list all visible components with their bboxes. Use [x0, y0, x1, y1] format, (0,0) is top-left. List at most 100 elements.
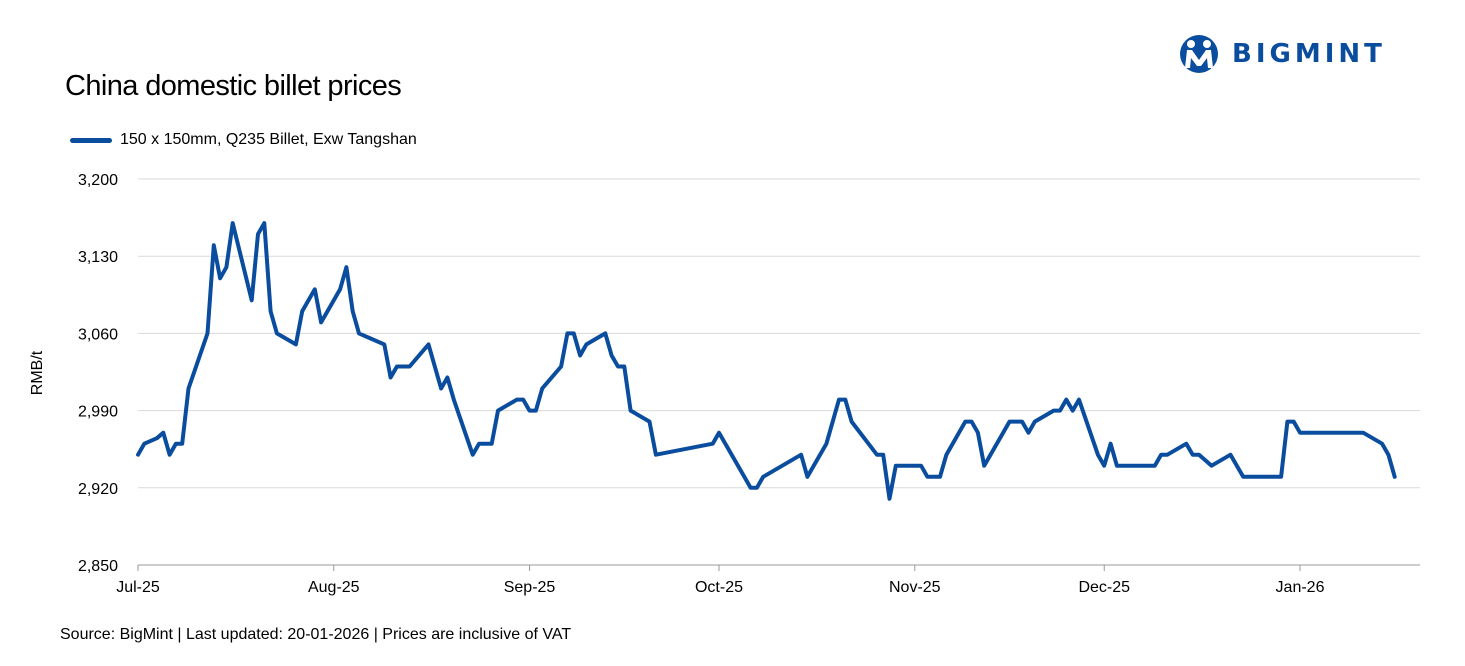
data-point: [175, 443, 177, 445]
data-point: [143, 443, 145, 445]
legend-label: 150 x 150mm, Q235 Billet, Exw Tangshan: [120, 131, 417, 148]
data-point: [750, 487, 752, 489]
data-point: [383, 343, 385, 345]
data-point: [270, 310, 272, 312]
legend-swatch: [70, 137, 112, 143]
data-point: [453, 399, 455, 401]
data-point: [573, 332, 575, 334]
data-point: [535, 410, 537, 412]
data-point: [169, 454, 171, 456]
y-tick-label: 3,060: [78, 326, 118, 343]
data-point: [649, 421, 650, 423]
data-point: [1242, 476, 1244, 478]
data-point: [712, 443, 714, 445]
data-point: [301, 310, 303, 312]
data-point: [1387, 454, 1389, 456]
data-point: [718, 432, 720, 434]
data-point: [630, 410, 632, 412]
data-point: [320, 321, 322, 323]
data-point: [516, 399, 518, 401]
bigmint-logo-icon: [1180, 35, 1218, 73]
data-point: [1394, 476, 1396, 478]
data-point: [1381, 443, 1383, 445]
data-point: [1362, 432, 1364, 434]
data-point: [762, 476, 764, 478]
data-point: [971, 421, 973, 423]
data-point: [838, 399, 840, 401]
data-point: [333, 299, 335, 301]
x-tick-label: Jul-25: [116, 579, 160, 596]
x-axis-ticks: Jul-25 Aug-25 Sep-25 Oct-25 Nov-25 Dec-25 Jan-…: [116, 565, 1325, 596]
data-point: [1021, 421, 1023, 423]
data-point: [541, 388, 543, 389]
data-point: [585, 343, 587, 345]
data-point: [232, 222, 234, 224]
data-point: [390, 377, 392, 378]
data-point: [1097, 454, 1099, 456]
data-point: [213, 244, 215, 246]
data-point: [655, 454, 657, 456]
data-point: [611, 355, 613, 356]
data-point: [945, 454, 947, 456]
data-point: [188, 388, 189, 389]
data-point: [926, 476, 928, 478]
data-point: [207, 332, 208, 334]
data-point: [983, 465, 985, 467]
data-point: [579, 355, 581, 356]
y-tick-label: 2,990: [78, 404, 118, 421]
y-tick-label: 3,130: [78, 249, 118, 266]
data-point: [225, 266, 227, 268]
data-point: [1230, 454, 1231, 456]
data-point: [895, 465, 897, 467]
series-group: [136, 221, 1397, 501]
data-point: [825, 443, 827, 445]
data-point: [623, 366, 625, 367]
data-point: [1078, 399, 1080, 401]
data-point: [604, 332, 606, 334]
x-tick-label: Dec-25: [1078, 579, 1130, 596]
data-point: [358, 332, 360, 334]
series-line-billet-price: [136, 221, 1397, 501]
data-point: [219, 277, 221, 279]
x-tick-label: Sep-25: [504, 579, 556, 596]
data-point: [529, 410, 530, 412]
x-tick-label: Oct-25: [695, 579, 743, 596]
data-point: [939, 476, 941, 478]
data-point: [1299, 432, 1301, 434]
data-point: [737, 465, 739, 467]
data-point: [882, 454, 884, 456]
data-point: [920, 465, 922, 467]
chart-title: China domestic billet prices: [65, 70, 402, 102]
y-axis-label: RMB/t: [29, 350, 46, 395]
data-point: [1286, 421, 1288, 423]
data-point: [1110, 443, 1112, 445]
x-tick-label: Aug-25: [308, 579, 360, 596]
data-point: [1185, 443, 1187, 445]
data-point: [889, 498, 890, 500]
data-point: [617, 366, 619, 367]
data-point: [1293, 421, 1295, 423]
data-point: [1103, 465, 1105, 467]
bigmint-logo: BIGMINT: [1176, 34, 1386, 74]
data-point: [263, 222, 265, 224]
data-point: [756, 487, 758, 489]
data-point: [276, 332, 278, 334]
data-point: [1192, 454, 1194, 456]
data-point: [1028, 432, 1029, 434]
x-tick-label: Jan-26: [1276, 579, 1325, 596]
data-point: [1065, 399, 1067, 401]
data-point: [251, 299, 253, 301]
data-point: [560, 366, 562, 367]
data-point: [396, 366, 398, 367]
data-point: [806, 476, 808, 478]
y-axis-ticks: 2,850 2,920 2,990 3,060 3,130 3,200: [78, 172, 118, 575]
data-point: [339, 288, 341, 290]
data-point: [977, 432, 979, 434]
data-point: [844, 399, 846, 401]
y-tick-label: 2,920: [78, 481, 118, 498]
data-point: [472, 454, 474, 456]
data-point: [1034, 421, 1036, 423]
data-point: [800, 454, 802, 456]
data-point: [1160, 454, 1162, 456]
data-point: [1198, 454, 1200, 456]
